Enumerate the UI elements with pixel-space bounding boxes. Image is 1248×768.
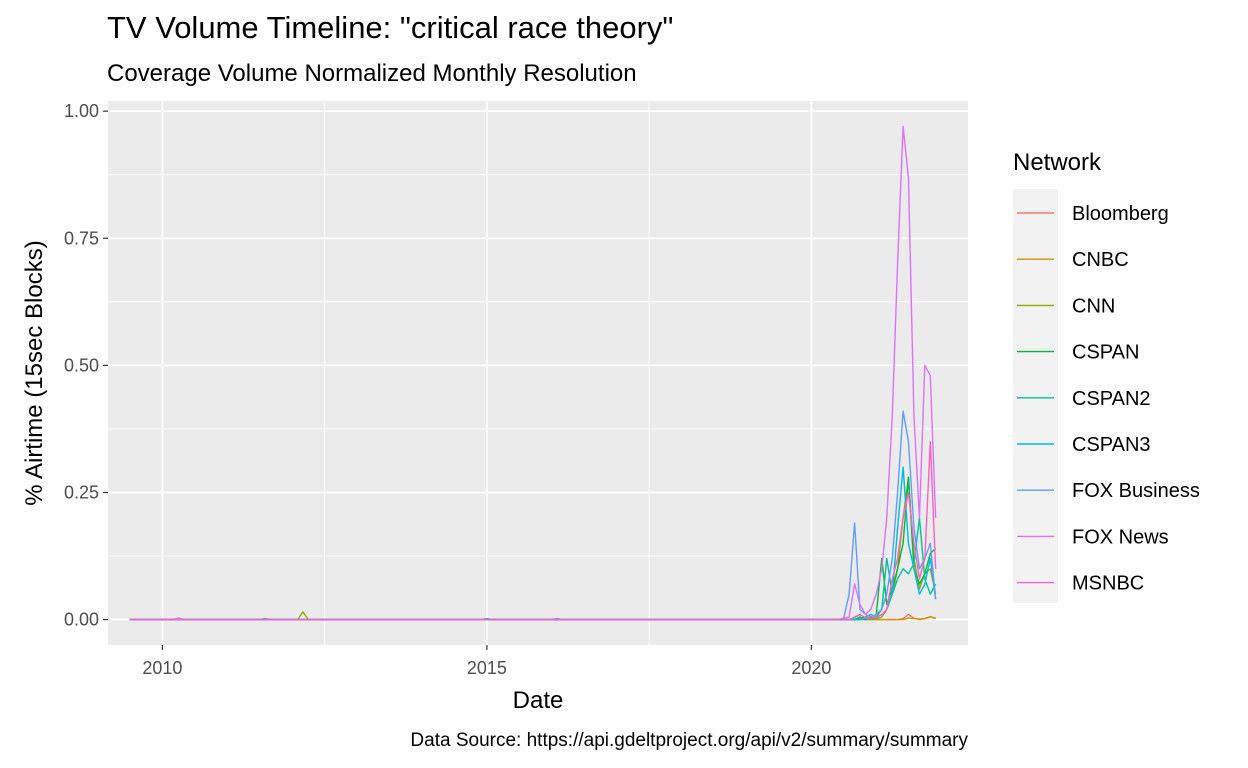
plot-panel — [108, 101, 968, 645]
series-line-cnbc — [129, 615, 936, 621]
y-tick-label: 0.00 — [64, 610, 99, 630]
chart-title: TV Volume Timeline: "critical race theor… — [107, 10, 674, 45]
series-lines — [129, 125, 937, 621]
legend-label-cspan: CSPAN — [1072, 342, 1139, 364]
legend-title: Network — [1013, 149, 1102, 176]
legend-label-cnn: CNN — [1072, 295, 1115, 317]
legend-label-cnbc: CNBC — [1072, 249, 1129, 271]
legend: Network Bloomberg CNBC CNN CSPAN CSPAN2 CSPAN… — [1013, 149, 1200, 603]
x-tick-label: 2020 — [791, 658, 831, 678]
y-tick-label: 1.00 — [64, 101, 99, 121]
series-line-cspan — [129, 476, 937, 621]
legend-label-cspan2: CSPAN2 — [1072, 388, 1151, 410]
chart-caption: Data Source: https://api.gdeltproject.or… — [410, 730, 968, 751]
y-tick-label: 0.25 — [64, 482, 99, 502]
chart-subtitle: Coverage Volume Normalized Monthly Resol… — [107, 60, 637, 87]
legend-label-fox-business: FOX Business — [1072, 480, 1200, 502]
series-line-fox-news — [129, 125, 937, 621]
x-axis-title: Date — [513, 687, 564, 714]
y-tick-label: 0.75 — [64, 228, 99, 248]
y-axis-title: % Airtime (15sec Blocks) — [21, 240, 48, 505]
legend-label-fox-news: FOX News — [1072, 526, 1169, 548]
legend-key-background — [1013, 189, 1058, 603]
axis-ticks — [103, 110, 812, 650]
x-tick-label: 2010 — [142, 658, 182, 678]
x-tick-label: 2015 — [467, 658, 507, 678]
legend-label-msnbc: MSNBC — [1072, 573, 1144, 595]
y-tick-label: 0.50 — [64, 355, 99, 375]
x-tick-labels: 2010 2015 2020 — [142, 658, 831, 678]
legend-label-cspan3: CSPAN3 — [1072, 434, 1151, 456]
legend-label-bloomberg: Bloomberg — [1072, 203, 1169, 225]
grid-minor — [108, 101, 968, 645]
series-line-msnbc — [129, 440, 937, 621]
y-tick-labels: 0.00 0.25 0.50 0.75 1.00 — [64, 101, 99, 629]
legend-items: Bloomberg CNBC CNN CSPAN CSPAN2 CSPAN3 FOX Bus… — [1017, 203, 1200, 595]
